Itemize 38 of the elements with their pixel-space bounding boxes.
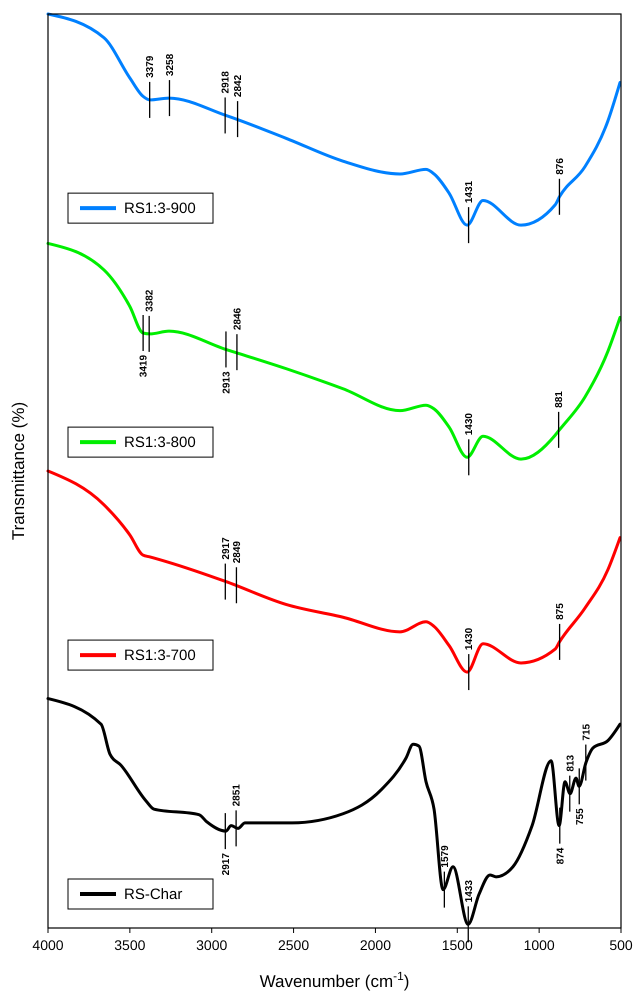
annotation: 2917: [220, 852, 232, 876]
annotation: 1431: [464, 180, 476, 204]
annotation: 813: [565, 754, 576, 772]
x-tick-label: 4000: [32, 937, 64, 953]
annotation: 2842: [233, 74, 244, 98]
annotation: 2918: [220, 70, 232, 94]
annotation: 2851: [232, 784, 243, 806]
legend-label: RS1:3-700: [124, 647, 196, 664]
annotation: 1579: [440, 844, 451, 868]
annotation: 3382: [144, 289, 156, 312]
x-tick-label: 1500: [442, 937, 474, 953]
annotation: 876: [554, 158, 566, 175]
annotation: 2917: [220, 536, 232, 560]
annotation: 1430: [464, 627, 476, 650]
y-axis-title: Transmittance (%): [9, 402, 28, 540]
annotation: 881: [554, 390, 566, 408]
x-tick-label: 3500: [114, 937, 146, 953]
annotation: 3419: [138, 354, 150, 378]
x-tick-label: 1000: [524, 937, 555, 953]
legend-label: RS-Char: [124, 886, 182, 903]
annotation: 1433: [464, 880, 475, 902]
annotation: 3379: [145, 55, 156, 78]
annotation: 875: [555, 602, 566, 620]
annotation: 2913: [221, 371, 232, 394]
annotation: 3258: [164, 53, 176, 76]
annotation: 715: [581, 723, 592, 741]
annotation: 2849: [232, 540, 243, 564]
x-tick-label: 500: [609, 937, 633, 953]
annotation: 755: [574, 808, 586, 826]
legend-label: RS1:3-900: [124, 200, 196, 218]
annotation: 874: [555, 847, 566, 864]
x-tick-label: 2000: [360, 937, 392, 953]
x-tick-label: 3000: [196, 937, 228, 953]
x-tick-label: 2500: [278, 937, 310, 953]
annotation: 1430: [464, 412, 476, 436]
annotation: 2846: [232, 307, 244, 330]
legend-label: RS1:3-800: [124, 434, 196, 452]
x-axis-title: Wavenumber (cm$^{-1}$): [260, 969, 410, 991]
